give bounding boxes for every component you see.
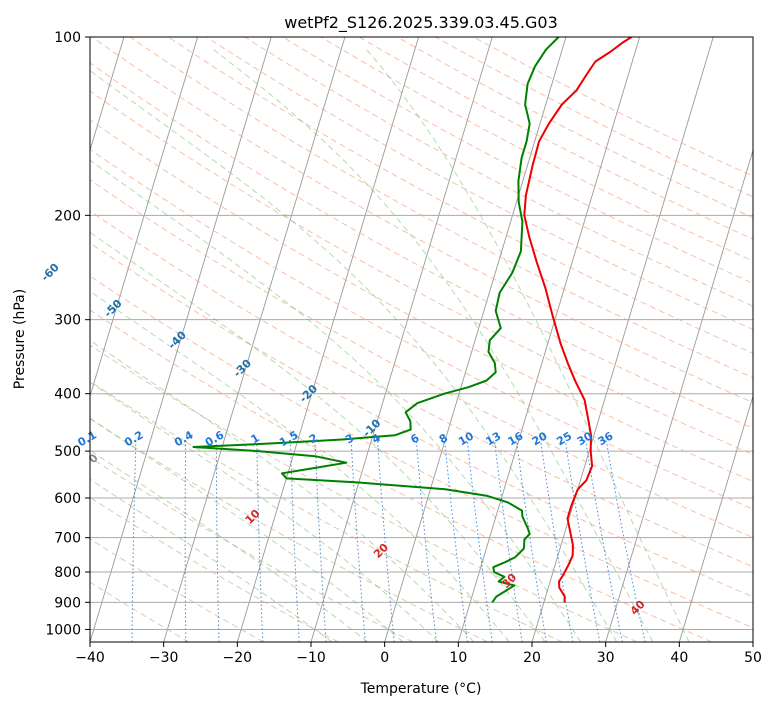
mixing-ratio-line: [216, 441, 219, 642]
isotherm-line: [753, 37, 775, 642]
adiabat-label: -30: [231, 356, 254, 379]
adiabat-label: -50: [101, 297, 124, 320]
x-tick-label: −30: [149, 650, 179, 666]
x-tick-label: 20: [523, 650, 541, 666]
dry-adiabat-line: [130, 37, 775, 642]
isotherm-line: [606, 37, 775, 642]
dry-adiabat-line: [245, 37, 775, 642]
plot-frame: [90, 37, 753, 642]
x-tick-label: −40: [75, 650, 105, 666]
x-tick-label: −20: [223, 650, 253, 666]
y-tick-label: 1000: [45, 622, 81, 638]
mixing-ratio-label: 0.4: [172, 428, 196, 449]
x-axis-label: Temperature (°C): [360, 681, 482, 697]
x-tick-label: 40: [670, 650, 688, 666]
mixing-ratio-label: 30: [575, 429, 595, 448]
dry-adiabat-line: [0, 37, 562, 642]
dry-adiabat-line: [359, 37, 775, 642]
mixing-ratio-label: 8: [437, 431, 450, 446]
adiabat-label: 10: [243, 507, 263, 527]
x-tick-label: 0: [380, 650, 389, 666]
y-tick-label: 200: [54, 208, 81, 224]
dry-adiabat-line: [474, 37, 775, 642]
isotherm-line: [237, 37, 418, 642]
adiabat-label: 40: [628, 597, 648, 617]
mixing-ratio-label: 0.2: [122, 428, 145, 449]
mixing-ratio-line: [132, 441, 136, 642]
x-tick-label: −10: [296, 650, 326, 666]
mixing-ratio-line: [541, 441, 573, 642]
dry-adiabat-line: [0, 37, 413, 642]
dry-adiabat-line: [92, 37, 775, 642]
mixing-ratio-label: 16: [506, 429, 526, 448]
moist-adiabat-line: [0, 50, 332, 642]
mixing-ratio-line: [257, 441, 263, 642]
x-tick-label: 10: [449, 650, 467, 666]
x-tick-label: 50: [744, 650, 762, 666]
y-tick-label: 100: [54, 30, 81, 46]
x-tick-label: 30: [597, 650, 615, 666]
chart-title: wetPf2_S126.2025.339.03.45.G03: [284, 13, 558, 33]
mixing-ratio-label: 25: [554, 429, 574, 448]
y-tick-label: 900: [54, 595, 81, 611]
mixing-ratio-label: 2: [307, 431, 320, 446]
moist-adiabat-line: [0, 50, 545, 642]
moist-adiabat-line: [0, 50, 403, 642]
isotherm-line: [679, 37, 775, 642]
adiabat-label: -70: [0, 218, 1, 241]
mixing-ratio-label: 1.5: [277, 428, 300, 449]
y-tick-label: 800: [54, 565, 81, 581]
y-axis-label: Pressure (hPa): [12, 289, 28, 389]
mixing-ratio-line: [378, 441, 395, 642]
dry-adiabat-line: [0, 37, 637, 642]
y-tick-label: 400: [54, 387, 81, 403]
y-tick-label: 500: [54, 444, 81, 460]
y-tick-label: 300: [54, 313, 81, 329]
dry-adiabat-line: [168, 37, 775, 642]
isotherm-line: [311, 37, 492, 642]
y-tick-label: 600: [54, 491, 81, 507]
moist-adiabat-line: [0, 50, 474, 642]
mixing-ratio-line: [416, 441, 436, 642]
adiabat-label: 30: [499, 571, 519, 591]
adiabat-label: -40: [166, 328, 189, 351]
adiabat-label: -20: [297, 382, 320, 405]
dry-adiabat-line: [0, 37, 264, 642]
mixing-ratio-line: [445, 441, 468, 642]
mixing-ratio-label: 13: [484, 429, 504, 448]
mixing-ratio-line: [185, 441, 186, 642]
mixing-ratio-line: [517, 441, 547, 642]
mixing-ratio-label: 10: [456, 429, 476, 448]
y-tick-label: 700: [54, 531, 81, 547]
isotherm-line: [164, 37, 345, 642]
adiabat-label: -60: [39, 260, 62, 283]
adiabat-label: 0: [86, 451, 101, 466]
mixing-ratio-line: [82, 441, 89, 642]
dry-adiabat-line: [16, 37, 775, 642]
mixing-ratio-label: 20: [530, 429, 550, 448]
